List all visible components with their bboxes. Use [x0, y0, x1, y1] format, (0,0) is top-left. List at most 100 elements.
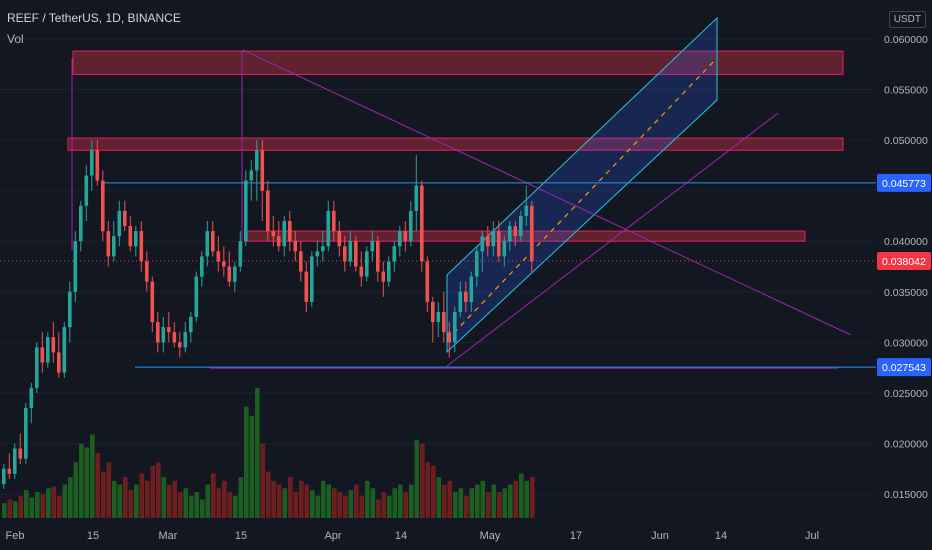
price-tag	[877, 173, 931, 192]
symbol-title[interactable]: REEF / TetherUS, 1D, BINANCE	[7, 11, 181, 25]
volume-bar	[502, 488, 508, 518]
volume-bar	[519, 473, 524, 518]
candle-body	[161, 327, 166, 343]
volume-bar	[73, 462, 79, 518]
volume-bar	[304, 484, 310, 518]
price-tick-label: 0.035000	[884, 287, 928, 299]
price-tick-label: 0.030000	[884, 337, 928, 349]
parallel-channel	[446, 16, 718, 354]
volume-bar	[112, 480, 117, 518]
volume-bar	[222, 480, 227, 518]
candle-body	[359, 266, 364, 277]
candle-body	[370, 241, 375, 252]
price-tick-label: 0.020000	[884, 438, 928, 450]
volume-bar	[491, 484, 497, 518]
candle-body	[453, 312, 457, 343]
volume-bar	[189, 495, 194, 518]
volume-bar	[480, 480, 486, 518]
resistance-zones	[0, 38, 876, 495]
volume-bar	[354, 484, 359, 518]
time-tick-label: Feb	[6, 530, 25, 542]
candle-body	[519, 215, 523, 237]
candle-body	[475, 251, 479, 277]
price-tag	[877, 252, 931, 271]
volume-bar	[431, 466, 436, 518]
volume-bar	[359, 495, 365, 518]
candle-body	[409, 210, 413, 242]
candle-body	[480, 236, 485, 252]
volume-bar	[497, 492, 502, 518]
candle-body	[178, 342, 182, 348]
time-axis[interactable]: Feb 15 Mar 15 Apr 14 May 17 Jun 14 Jul	[6, 530, 820, 542]
volume-bar	[35, 492, 40, 518]
candle-body	[40, 347, 45, 363]
price-tick-label: 0.050000	[884, 135, 928, 147]
candle-body	[414, 185, 419, 211]
candle-body	[255, 150, 259, 171]
candle-body	[62, 327, 67, 373]
candle-body	[79, 205, 83, 242]
candle-body	[315, 251, 320, 257]
volume-bar	[90, 434, 95, 518]
candle-body	[194, 276, 199, 318]
volume-bars	[2, 388, 535, 518]
candle-body	[35, 347, 39, 388]
candle-body	[150, 281, 155, 323]
candle-body	[348, 241, 353, 262]
volume-bar	[249, 415, 255, 518]
currency-badge[interactable]: USDT	[888, 11, 926, 28]
candle-body	[288, 221, 292, 242]
candle-body	[403, 231, 408, 242]
price-axis[interactable]: 0.060000 0.055000 0.050000 0.040000 0.035000…	[884, 34, 928, 501]
candle-body	[29, 387, 34, 409]
candle-body	[128, 226, 133, 247]
volume-bar	[447, 480, 453, 518]
volume-bar	[84, 447, 90, 518]
volume-bar	[326, 484, 332, 518]
volume-bar	[51, 486, 57, 518]
candle-body	[57, 352, 61, 373]
volume-bar	[183, 488, 189, 518]
volume-bar	[211, 473, 216, 518]
volume-bar	[156, 462, 161, 518]
candle-body	[425, 261, 430, 302]
candle-body	[101, 180, 105, 232]
volume-bar	[167, 484, 172, 518]
price-tick-label: 0.015000	[884, 489, 928, 501]
volume-bar	[101, 471, 106, 518]
candle-body	[183, 332, 188, 348]
volume-bar	[244, 406, 249, 518]
volume-bar	[123, 477, 128, 518]
candle-body	[431, 301, 435, 323]
volume-bar	[398, 484, 403, 518]
candle-body	[310, 256, 314, 302]
candle-body	[222, 261, 226, 267]
candle-body	[211, 231, 215, 252]
volume-bar	[458, 488, 464, 518]
candle-body	[271, 231, 276, 237]
candle-body	[398, 231, 402, 247]
volume-indicator-label[interactable]: Vol	[7, 32, 24, 46]
volume-bar	[13, 501, 18, 518]
volume-bar	[530, 477, 535, 518]
candle-body	[95, 150, 100, 181]
volume-bar	[343, 495, 348, 518]
candle-body	[106, 231, 111, 257]
volume-bar	[172, 480, 178, 518]
candle-body	[304, 271, 309, 302]
time-tick-label: 14	[395, 530, 407, 542]
volume-bar	[271, 480, 277, 518]
time-tick-label: 15	[87, 530, 99, 542]
volume-bar	[293, 492, 299, 518]
volume-bar	[57, 495, 62, 518]
volume-bar	[486, 492, 491, 518]
volume-bar	[288, 477, 293, 518]
trend-drawings	[0, 16, 876, 369]
volume-bar	[68, 477, 73, 518]
candle-body	[200, 256, 204, 277]
candle-body	[238, 241, 243, 267]
volume-bar	[79, 443, 84, 518]
candle-body	[299, 251, 303, 272]
candle-body	[447, 332, 452, 343]
